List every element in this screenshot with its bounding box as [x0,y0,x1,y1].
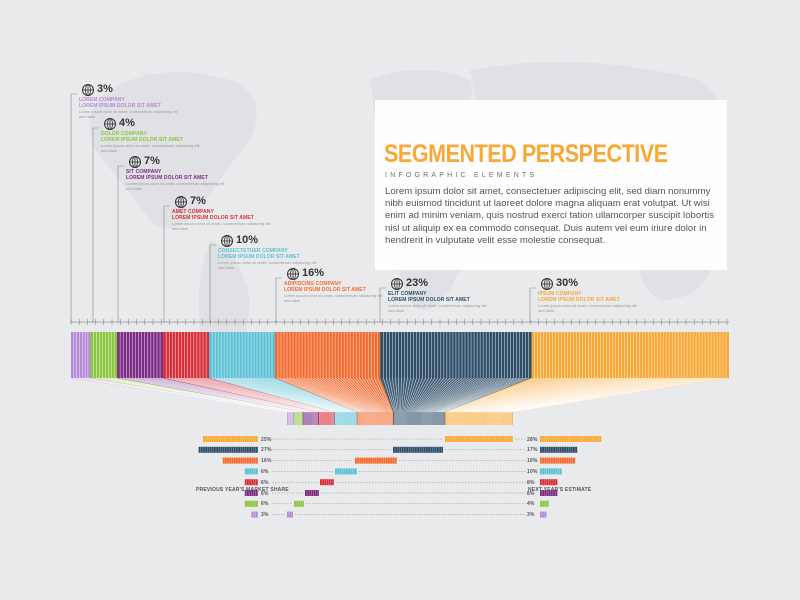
segment-company-name: SIT COMPANY [126,169,162,175]
segment-description: Lorem ipsum dolor sit amet, consectetuer… [388,303,487,313]
footer-right-label: NEXT YEAR'S ESTIMATE [528,487,592,493]
leader-line [91,127,99,323]
globe-icon [175,196,187,208]
center-segment-bar [445,436,513,442]
funnel-segment [274,332,394,425]
market-share-bars [198,436,602,518]
segment-company-name: IPSUM COMPANY [538,291,582,297]
segment-description: Lorem ipsum dolor sit amet, consectetuer… [538,303,637,313]
next-estimate-bar [540,511,547,518]
segment-subtitle: LOREM IPSUM DOLOR SIT AMET [79,103,161,109]
previous-share-label: 6% [261,501,269,508]
page-title: SEGMENTED PERSPECTIVE [384,140,668,168]
segment-description: Lorem ipsum dolor sit amet, consectetuer… [284,293,383,303]
segment-percent: 23% [406,277,429,289]
center-segment-bar [294,500,304,507]
description-text: Lorem ipsum dolor sit amet, consectetuer… [385,186,714,246]
globe-icon [287,268,299,280]
globe-icon [221,235,233,247]
globe-icon [82,84,94,96]
segment-subtitle: LOREM IPSUM DOLOR SIT AMET [538,297,620,303]
previous-share-bar [251,511,258,518]
leader-line [529,287,536,323]
footer-left-label: PREVIOUS YEAR'S MARKET SHARE [196,487,289,493]
center-segment-bar [287,511,293,518]
segment-percent: 4% [119,117,135,129]
segment-description: Lorem ipsum dolor sit amet, consectetuer… [79,109,178,119]
description-panel [375,100,727,270]
globe-icon [104,118,116,130]
previous-share-label: 27% [261,447,272,454]
globe-icon [541,278,553,290]
next-estimate-label: 10% [527,468,538,475]
funnel-segment [445,332,729,425]
segment-description: Lorem ipsum dolor sit amet, consectetuer… [172,221,271,231]
segment-subtitle: LOREM IPSUM DOLOR SIT AMET [172,215,254,221]
segment-percent: 7% [190,195,206,207]
next-estimate-label: 8% [527,490,535,497]
funnel-segment [117,332,319,425]
leader-line [70,93,77,323]
globe-icons [82,84,553,290]
segment-subtitle: LOREM IPSUM DOLOR SIT AMET [284,287,366,293]
funnel-scale-line [70,319,729,325]
segment-percent: 3% [97,83,113,95]
globe-icon [129,156,141,168]
segment-company-name: AMET COMPANY [172,209,214,215]
center-segment-bar [355,457,397,464]
previous-share-bar [198,446,258,453]
center-segment-bar [393,446,443,453]
segment-company-name: LOREM COMPANY [79,97,125,103]
previous-share-label: 6% [261,490,269,497]
next-estimate-label: 17% [527,447,538,454]
segment-company-name: CONSECTETUER COMPANY [218,248,288,254]
previous-share-label: 3% [261,512,269,519]
segmented-funnel [71,332,729,425]
next-estimate-label: 3% [527,512,535,519]
next-estimate-label: 8% [527,479,535,486]
segment-percent: 7% [144,155,160,167]
globe-icon [391,278,403,290]
segment-subtitle: LOREM IPSUM DOLOR SIT AMET [101,137,183,143]
segment-subtitle: LOREM IPSUM DOLOR SIT AMET [218,254,300,260]
segment-subtitle: LOREM IPSUM DOLOR SIT AMET [126,175,208,181]
leader-line [117,165,124,323]
segment-description: Lorem ipsum dolor sit amet, consectetuer… [126,181,225,191]
previous-share-label: 25% [261,436,272,443]
next-estimate-label: 16% [527,458,538,465]
leader-line [275,277,282,323]
segment-percent: 30% [556,277,579,289]
segment-company-name: ELIT COMPANY [388,291,427,297]
center-segment-bar [305,490,319,496]
segment-description: Lorem ipsum dolor sit amet, consectetuer… [101,143,200,153]
previous-share-bar [203,436,258,442]
segment-company-name: DOLOR COMPANY [101,131,147,137]
next-estimate-label: 28% [527,436,538,443]
previous-share-label: 6% [261,468,269,475]
continent-shape [90,72,257,228]
funnel-segment [71,332,294,425]
center-segment-bar [320,479,334,486]
segment-subtitle: LOREM IPSUM DOLOR SIT AMET [388,297,470,303]
next-estimate-bar [540,446,578,453]
segment-description: Lorem ipsum dolor sit amet, consectetuer… [218,260,317,270]
segment-percent: 16% [302,267,325,279]
segment-company-name: ADIPISCING COMPANY [284,281,342,287]
page-subtitle: INFOGRAPHIC ELEMENTS [385,172,538,179]
funnel-segment [380,332,532,425]
funnel-segment [90,332,303,425]
center-segment-bar [335,468,357,475]
segment-percent: 10% [236,234,259,246]
funnel-segment [163,332,335,425]
previous-share-label: 6% [261,479,269,486]
next-estimate-label: 4% [527,501,535,508]
previous-share-label: 16% [261,458,272,465]
funnel-segment [209,332,358,425]
